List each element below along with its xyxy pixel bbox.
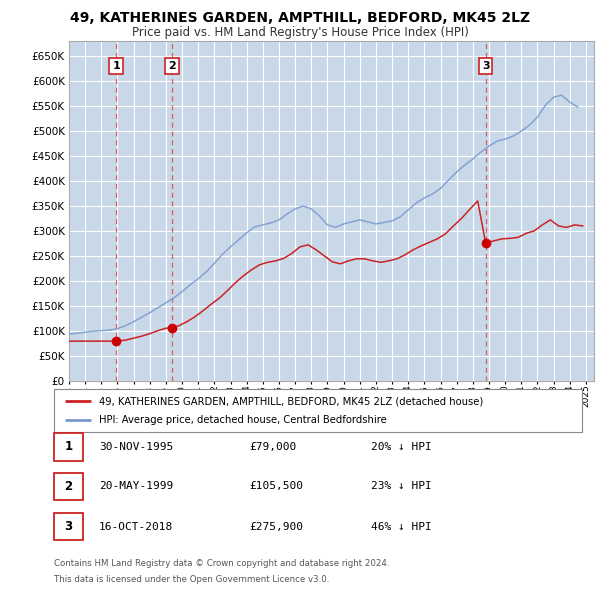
Text: 2: 2: [168, 61, 176, 71]
Text: This data is licensed under the Open Government Licence v3.0.: This data is licensed under the Open Gov…: [54, 575, 329, 584]
Text: £105,500: £105,500: [250, 481, 304, 491]
Text: 3: 3: [64, 520, 73, 533]
Text: HPI: Average price, detached house, Central Bedfordshire: HPI: Average price, detached house, Cent…: [99, 415, 386, 425]
Text: 16-OCT-2018: 16-OCT-2018: [99, 522, 173, 532]
Text: 2: 2: [64, 480, 73, 493]
FancyBboxPatch shape: [54, 473, 83, 500]
Text: 30-NOV-1995: 30-NOV-1995: [99, 442, 173, 452]
Text: £79,000: £79,000: [250, 442, 296, 452]
Text: 20% ↓ HPI: 20% ↓ HPI: [371, 442, 431, 452]
FancyBboxPatch shape: [54, 433, 83, 461]
Text: 49, KATHERINES GARDEN, AMPTHILL, BEDFORD, MK45 2LZ (detached house): 49, KATHERINES GARDEN, AMPTHILL, BEDFORD…: [99, 396, 483, 407]
Text: 23% ↓ HPI: 23% ↓ HPI: [371, 481, 431, 491]
Text: 49, KATHERINES GARDEN, AMPTHILL, BEDFORD, MK45 2LZ: 49, KATHERINES GARDEN, AMPTHILL, BEDFORD…: [70, 11, 530, 25]
Text: 1: 1: [64, 440, 73, 454]
Text: £275,900: £275,900: [250, 522, 304, 532]
FancyBboxPatch shape: [54, 513, 83, 540]
Text: 1: 1: [112, 61, 120, 71]
Text: Contains HM Land Registry data © Crown copyright and database right 2024.: Contains HM Land Registry data © Crown c…: [54, 559, 389, 568]
Text: 20-MAY-1999: 20-MAY-1999: [99, 481, 173, 491]
Text: 46% ↓ HPI: 46% ↓ HPI: [371, 522, 431, 532]
FancyBboxPatch shape: [54, 389, 582, 432]
Text: 3: 3: [482, 61, 490, 71]
Text: Price paid vs. HM Land Registry's House Price Index (HPI): Price paid vs. HM Land Registry's House …: [131, 26, 469, 39]
